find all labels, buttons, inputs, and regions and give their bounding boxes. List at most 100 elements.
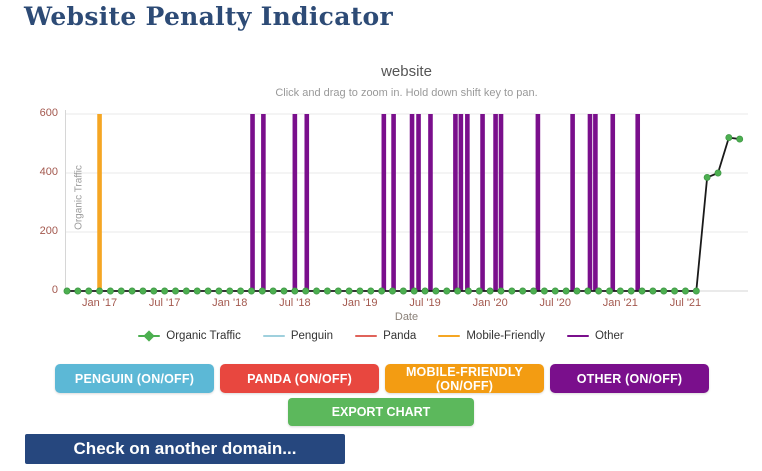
other-event-line[interactable] xyxy=(428,114,433,291)
organic-traffic-point[interactable] xyxy=(389,287,396,295)
organic-traffic-point[interactable] xyxy=(530,287,537,295)
organic-traffic-point[interactable] xyxy=(660,287,668,295)
x-tick-label: Jan '18 xyxy=(212,297,248,309)
other-event-line[interactable] xyxy=(535,114,541,291)
export-chart-button[interactable]: EXPORT CHART xyxy=(288,398,474,426)
organic-traffic-point[interactable] xyxy=(649,287,657,295)
organic-traffic-point[interactable] xyxy=(714,169,722,177)
organic-traffic-point[interactable] xyxy=(334,287,342,295)
organic-traffic-point[interactable] xyxy=(204,287,212,295)
organic-traffic-point[interactable] xyxy=(172,287,179,295)
organic-traffic-point[interactable] xyxy=(226,287,234,295)
organic-traffic-point[interactable] xyxy=(573,287,581,295)
other-event-line[interactable] xyxy=(498,114,504,291)
organic-traffic-point[interactable] xyxy=(302,287,310,295)
chart-canvas[interactable] xyxy=(63,108,748,295)
x-tick-label: Jul '18 xyxy=(279,297,311,309)
organic-traffic-point[interactable] xyxy=(356,287,364,295)
organic-traffic-point[interactable] xyxy=(399,287,407,295)
toggle-panda-button[interactable]: PANDA (ON/OFF) xyxy=(220,364,379,393)
line-marker-icon xyxy=(355,332,378,341)
organic-traffic-point[interactable] xyxy=(682,287,689,295)
organic-traffic-point[interactable] xyxy=(616,287,624,295)
other-event-line[interactable] xyxy=(409,114,415,291)
organic-traffic-point[interactable] xyxy=(323,287,331,295)
organic-traffic-point[interactable] xyxy=(74,287,82,295)
organic-traffic-point[interactable] xyxy=(161,287,169,295)
organic-traffic-point[interactable] xyxy=(378,287,386,295)
other-event-line[interactable] xyxy=(261,114,266,291)
organic-traffic-point[interactable] xyxy=(497,287,505,295)
other-event-line[interactable] xyxy=(292,114,298,291)
x-tick-label: Jul '19 xyxy=(409,297,441,309)
organic-traffic-point[interactable] xyxy=(193,287,201,295)
organic-traffic-point[interactable] xyxy=(540,287,548,295)
organic-traffic-point[interactable] xyxy=(269,287,277,295)
organic-traffic-point[interactable] xyxy=(367,287,375,295)
organic-traffic-point[interactable] xyxy=(584,287,592,295)
organic-traffic-point[interactable] xyxy=(128,287,136,295)
organic-traffic-point[interactable] xyxy=(150,287,158,295)
organic-traffic-point[interactable] xyxy=(313,287,320,295)
organic-traffic-point[interactable] xyxy=(595,287,603,295)
other-event-line[interactable] xyxy=(465,114,470,291)
other-event-line[interactable] xyxy=(458,114,464,291)
organic-traffic-point[interactable] xyxy=(247,287,255,295)
x-tick-label: Jan '19 xyxy=(342,297,378,309)
organic-traffic-point[interactable] xyxy=(291,287,299,295)
organic-traffic-point[interactable] xyxy=(215,287,223,295)
organic-traffic-point[interactable] xyxy=(410,287,418,295)
organic-traffic-point[interactable] xyxy=(736,135,744,143)
organic-traffic-point[interactable] xyxy=(627,287,635,295)
organic-traffic-point[interactable] xyxy=(421,287,429,295)
organic-traffic-point[interactable] xyxy=(671,287,679,295)
x-tick-label: Jan '20 xyxy=(472,297,508,309)
toggle-mobile-friendly-button[interactable]: MOBILE-FRIENDLY (ON/OFF) xyxy=(385,364,544,393)
organic-traffic-point[interactable] xyxy=(562,287,570,295)
page-title: Website Penalty Indicator xyxy=(24,2,393,31)
other-event-line[interactable] xyxy=(416,114,421,291)
mobile-friendly-event-line[interactable] xyxy=(97,114,102,291)
other-event-line[interactable] xyxy=(480,114,485,291)
organic-traffic-point[interactable] xyxy=(139,287,147,295)
toggle-penguin-button[interactable]: PENGUIN (ON/OFF) xyxy=(55,364,214,393)
organic-traffic-point[interactable] xyxy=(725,134,733,142)
organic-traffic-point[interactable] xyxy=(486,287,494,295)
organic-traffic-point[interactable] xyxy=(258,287,266,295)
organic-traffic-point[interactable] xyxy=(106,287,114,295)
organic-traffic-point[interactable] xyxy=(280,287,288,295)
other-event-line[interactable] xyxy=(250,114,255,291)
organic-traffic-point[interactable] xyxy=(443,287,451,295)
organic-traffic-point[interactable] xyxy=(96,287,103,295)
other-event-line[interactable] xyxy=(593,114,598,291)
other-event-line[interactable] xyxy=(304,114,310,291)
organic-traffic-point[interactable] xyxy=(465,287,472,295)
other-event-line[interactable] xyxy=(610,114,616,291)
other-event-line[interactable] xyxy=(493,114,498,291)
other-event-line[interactable] xyxy=(453,114,458,291)
organic-traffic-point[interactable] xyxy=(454,287,462,295)
other-event-line[interactable] xyxy=(635,114,641,291)
organic-traffic-point[interactable] xyxy=(237,287,245,295)
organic-traffic-point[interactable] xyxy=(703,173,711,181)
organic-traffic-point[interactable] xyxy=(638,287,646,295)
organic-traffic-point[interactable] xyxy=(551,287,559,295)
plot-area[interactable]: Organic Traffic 0 200 400 600 Jan '17 Jul '1… xyxy=(40,107,748,323)
organic-traffic-point[interactable] xyxy=(182,287,190,295)
organic-traffic-point[interactable] xyxy=(606,287,613,295)
organic-traffic-point[interactable] xyxy=(508,287,516,295)
check-another-domain-button[interactable]: Check on another domain... xyxy=(25,434,345,464)
organic-traffic-point[interactable] xyxy=(117,287,125,295)
organic-traffic-point[interactable] xyxy=(519,287,527,295)
organic-traffic-point[interactable] xyxy=(432,287,440,295)
organic-traffic-point[interactable] xyxy=(63,287,71,295)
organic-traffic-point[interactable] xyxy=(692,287,700,295)
other-event-line[interactable] xyxy=(381,114,387,291)
other-event-line[interactable] xyxy=(391,114,396,291)
other-event-line[interactable] xyxy=(587,114,593,291)
organic-traffic-point[interactable] xyxy=(475,287,483,295)
toggle-other-button[interactable]: OTHER (ON/OFF) xyxy=(550,364,709,393)
organic-traffic-point[interactable] xyxy=(85,287,93,295)
other-event-line[interactable] xyxy=(570,114,575,291)
organic-traffic-point[interactable] xyxy=(345,287,353,295)
